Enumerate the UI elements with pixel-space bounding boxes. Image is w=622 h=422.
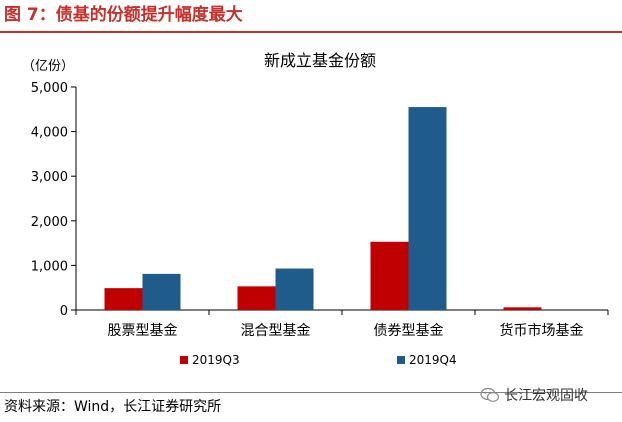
y-tick-label: 4,000 (31, 126, 68, 141)
chart-title: 新成立基金份额 (264, 51, 376, 70)
y-tick-label: 1,000 (31, 259, 68, 274)
y-axis: 0 1,000 2,000 3,000 4,000 5,000 (31, 81, 77, 319)
figure-title: 图 7：债基的份额提升幅度最大 (4, 5, 243, 25)
bars (104, 107, 542, 310)
bar-2019Q3-2 (237, 286, 276, 310)
bar-2019Q3-4 (503, 307, 542, 310)
x-category-label: 债券型基金 (374, 322, 444, 339)
bar-2019Q3-1 (104, 288, 143, 310)
x-category-label: 货币市场基金 (500, 322, 584, 339)
y-tick-label: 2,000 (31, 215, 68, 230)
source-note: 资料来源：Wind，长江证券研究所 (4, 399, 222, 415)
wechat-icon (480, 387, 500, 402)
bar-2019Q4-1 (142, 273, 181, 310)
y-tick-label: 0 (60, 304, 68, 319)
y-tick-label: 5,000 (31, 81, 68, 96)
bar-2019Q4-3 (408, 107, 447, 310)
bar-2019Q3-3 (370, 241, 409, 310)
legend-label: 2019Q4 (409, 353, 457, 367)
x-axis: 股票型基金 混合型基金 债券型基金 货币市场基金 (75, 309, 609, 339)
watermark-text: 长江宏观固收 (504, 388, 588, 404)
x-category-label: 混合型基金 (241, 322, 311, 339)
legend-swatch (397, 356, 405, 364)
legend-label: 2019Q3 (192, 353, 240, 367)
y-tick-label: 3,000 (31, 170, 68, 185)
watermark: 长江宏观固收 (480, 384, 588, 406)
y-axis-unit: （亿份） (22, 59, 74, 74)
bar-2019Q4-2 (275, 268, 314, 310)
x-category-label: 股票型基金 (108, 322, 178, 339)
legend: 2019Q3 2019Q4 (180, 353, 457, 367)
title-rule (0, 31, 622, 33)
footer-rule (0, 392, 622, 393)
legend-swatch (180, 356, 188, 364)
bar-chart: 新成立基金份额 （亿份） 01,0002,0003,0004,0005,000 … (22, 51, 609, 367)
